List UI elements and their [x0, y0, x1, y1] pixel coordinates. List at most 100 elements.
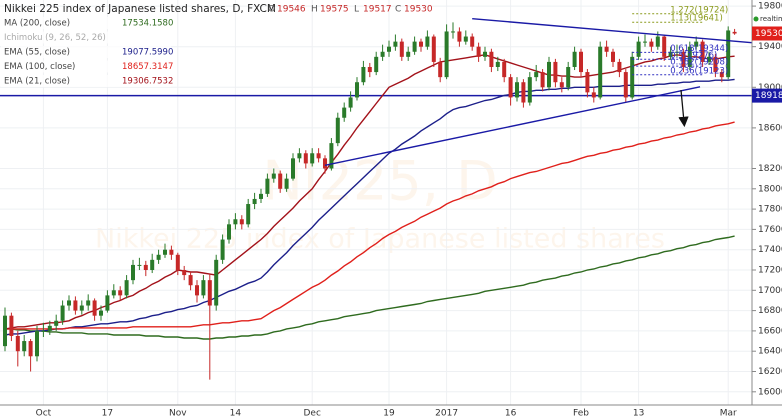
realtime-dot: [753, 16, 759, 22]
candle-body: [662, 36, 667, 57]
fib-label: 0.236(19123): [670, 66, 728, 76]
x-tick-label: 2017: [435, 409, 458, 419]
candle-body: [348, 97, 353, 108]
candle-body: [163, 249, 167, 255]
legend-name: EMA (55, close): [4, 48, 70, 58]
candle-body: [227, 224, 231, 240]
candle-body: [35, 330, 39, 357]
candle-body: [687, 46, 692, 67]
candle-body: [643, 41, 647, 43]
candle-body: [470, 36, 475, 47]
candle-body: [566, 66, 571, 88]
ohlc-value: 19517: [363, 5, 392, 15]
candle-body: [143, 264, 148, 270]
candle-body: [707, 56, 711, 62]
candle-body: [99, 310, 103, 316]
legend-bg: [1, 75, 171, 87]
candle-body: [195, 285, 199, 296]
ohlc-label: C: [395, 5, 401, 15]
candle-body: [726, 30, 731, 78]
candle-body: [355, 82, 359, 98]
candle-body: [412, 41, 417, 52]
fib-label: 0.5(19276): [670, 51, 717, 61]
candle-body: [572, 51, 577, 67]
candle-body: [323, 158, 327, 169]
candle-body: [393, 41, 398, 47]
fib-label: 0.618(19344): [670, 44, 728, 54]
x-tick-label: Feb: [573, 409, 589, 419]
candle-body: [419, 41, 423, 47]
candle-body: [444, 31, 449, 78]
candle-body: [201, 280, 206, 296]
candle-body: [598, 46, 603, 98]
candle-body: [591, 92, 596, 98]
candle-body: [636, 41, 641, 57]
plot-area: NI225, D Nikkei 225 index of Japanese lis…: [0, 0, 752, 405]
ma-line: [5, 121, 735, 330]
x-tick-label: Oct: [36, 409, 52, 419]
candle-body: [220, 239, 225, 260]
annotation-arrow: [678, 89, 689, 128]
candle-body: [438, 61, 443, 78]
candle-body: [579, 51, 583, 73]
y-tick-label: 16200: [758, 367, 782, 377]
candle-body: [374, 56, 379, 73]
candle-body: [387, 46, 391, 52]
candle-body: [246, 204, 251, 225]
fib-label: 1.13(19641): [670, 14, 723, 24]
legend-hidden: Ichimoku (9, 26, 52, 26): [4, 33, 106, 43]
candle-body: [316, 153, 321, 159]
candle-body: [515, 82, 519, 98]
ma-line: [5, 235, 735, 340]
candle-body: [137, 264, 142, 266]
candle-body: [182, 270, 187, 276]
candle-body: [681, 51, 686, 67]
candle-body: [457, 31, 462, 42]
legend-bg: [1, 31, 171, 44]
candle-body: [361, 66, 366, 83]
candle-body: [124, 280, 129, 296]
x-tick-label: 17: [102, 409, 113, 419]
legend-bg: [1, 17, 171, 29]
candle-body: [131, 264, 135, 281]
candle-body: [175, 254, 180, 270]
candle-body: [259, 193, 263, 199]
candle-body: [700, 41, 705, 62]
y-tick-label: 16600: [758, 326, 782, 336]
candle-body: [559, 82, 564, 88]
y-tick-label: 18600: [758, 123, 782, 133]
candle-body: [239, 219, 244, 225]
candle-body: [15, 335, 20, 352]
candle-body: [668, 51, 673, 57]
legend-value: 18657.3147: [122, 62, 173, 72]
candle-body: [713, 56, 718, 73]
axes: 16000 16200 16400 16600 16800 17000 17200 17400…: [36, 2, 782, 419]
candle-body: [60, 305, 65, 321]
y-tick-label: 17800: [758, 205, 782, 215]
candle-body: [207, 280, 212, 306]
candle-body: [86, 300, 91, 306]
candle-body: [3, 315, 7, 347]
y-tick-label: 16000: [758, 387, 782, 397]
candle-body: [265, 178, 270, 194]
candle-body: [9, 315, 14, 336]
y-tick-label: 18200: [758, 164, 782, 174]
candle-body: [425, 36, 430, 47]
candle-body: [303, 153, 308, 164]
price-label-box: [752, 88, 782, 103]
candle-body: [22, 341, 27, 352]
price-label: 18918: [755, 91, 782, 101]
candle-body: [732, 31, 737, 34]
legend-value: 19306.7532: [122, 77, 173, 87]
candle-body: [54, 320, 59, 326]
x-tick-label: 14: [230, 409, 242, 419]
trendline: [324, 86, 701, 167]
y-tick-label: 16800: [758, 306, 782, 316]
legend-name: EMA (21, close): [4, 77, 70, 87]
legend-name: MA (200, close): [4, 19, 70, 29]
x-tick-label: Nov: [169, 409, 187, 419]
candle-body: [476, 46, 481, 57]
candle-body: [335, 117, 340, 144]
candle-body: [92, 300, 97, 316]
y-tick-label: 17200: [758, 266, 782, 276]
